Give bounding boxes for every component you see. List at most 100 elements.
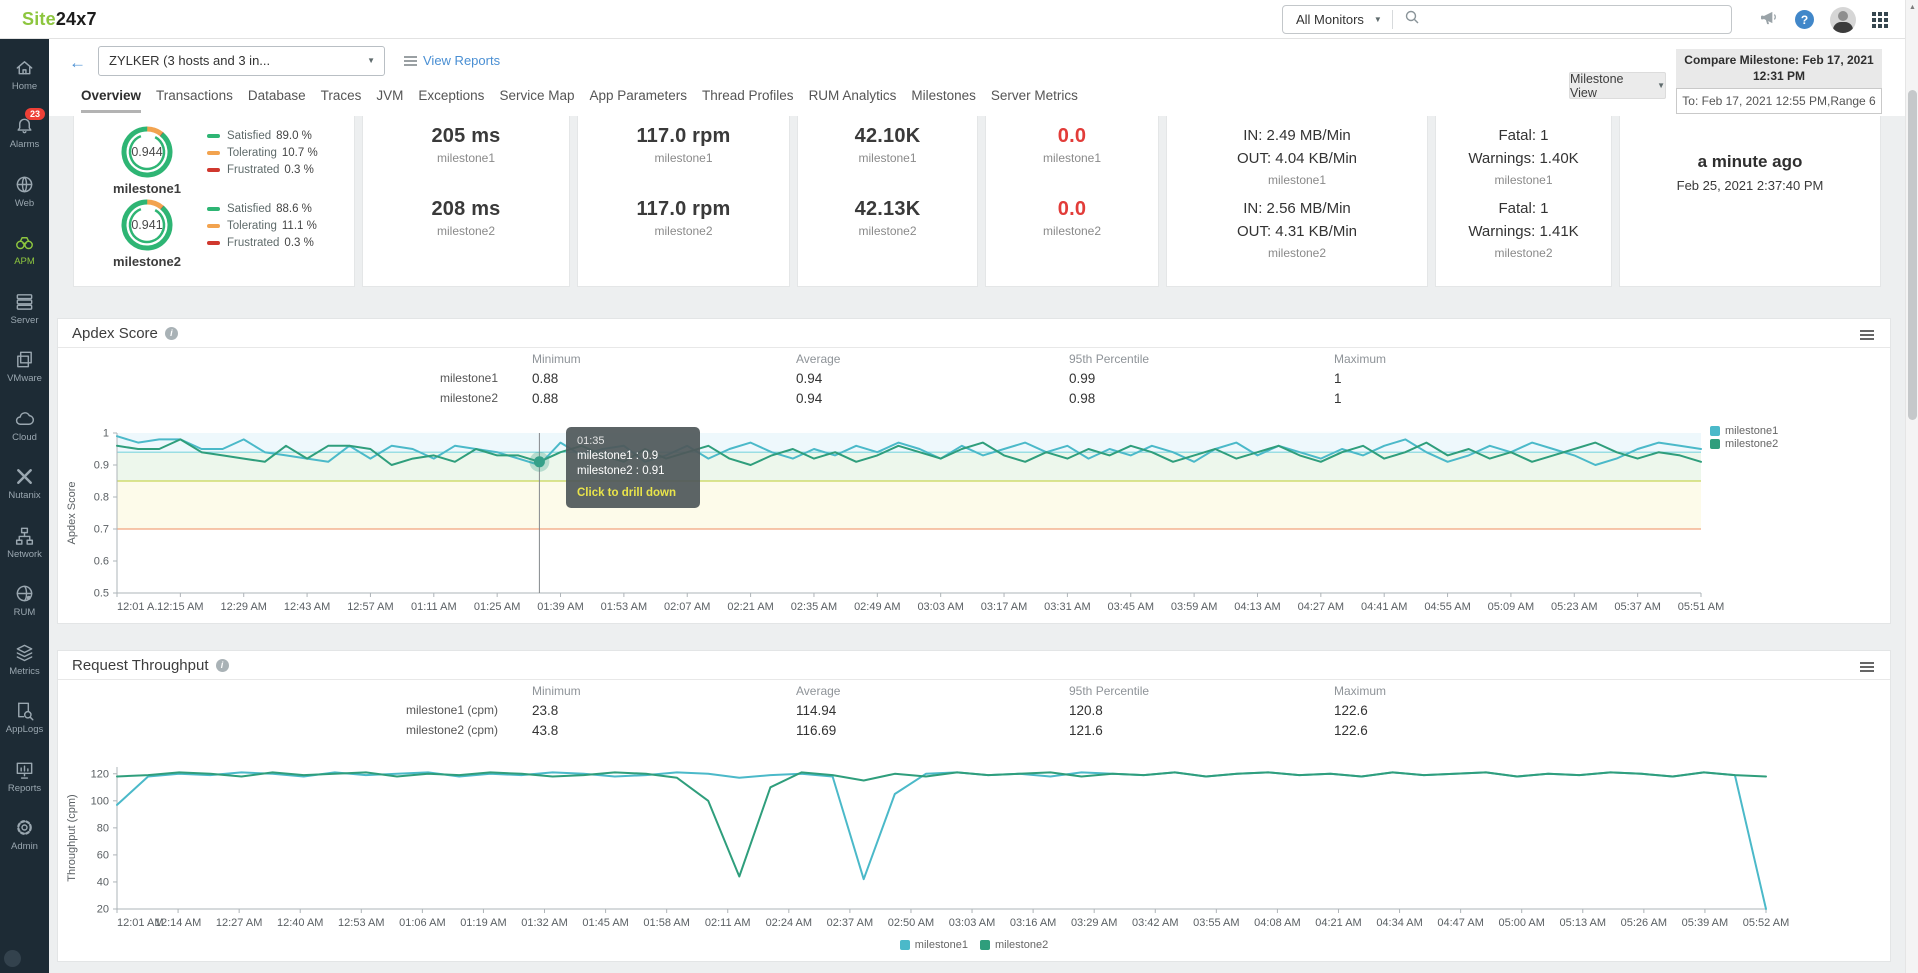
info-icon[interactable]: i bbox=[165, 327, 178, 340]
svg-text:0.944: 0.944 bbox=[131, 145, 162, 159]
svg-text:03:03 AM: 03:03 AM bbox=[917, 601, 963, 613]
legend-name: Satisfied bbox=[227, 130, 271, 142]
svg-text:03:16 AM: 03:16 AM bbox=[1010, 917, 1056, 929]
sidebar-item-label: Home bbox=[12, 81, 37, 92]
search-input[interactable] bbox=[1427, 12, 1731, 27]
metric-value: 117.0 rpm bbox=[636, 198, 730, 221]
metric-block: Fatal: 1Warnings: 1.41Kmilestone2 bbox=[1436, 198, 1611, 271]
stats-value: 122.6 bbox=[1334, 723, 1890, 738]
server-icon bbox=[14, 291, 35, 312]
announcements-icon[interactable] bbox=[1760, 9, 1779, 31]
tab-exceptions[interactable]: Exceptions bbox=[418, 88, 484, 113]
tooltip-series-line: milestone1 : 0.9 bbox=[577, 450, 689, 462]
stats-value: 0.88 bbox=[532, 371, 796, 386]
svg-text:120: 120 bbox=[91, 768, 109, 780]
legend-item-milestone2[interactable]: milestone2 bbox=[1710, 438, 1778, 450]
metric-card: 205 msmilestone1208 msmilestone2 bbox=[362, 116, 570, 287]
apdex-donut-gauge: 0.944 bbox=[120, 125, 174, 179]
tab-jvm[interactable]: JVM bbox=[376, 88, 403, 113]
metric-card: 0.0milestone10.0milestone2 bbox=[985, 116, 1159, 287]
sidebar-item-rum[interactable]: RUM bbox=[0, 572, 49, 631]
tab-app-parameters[interactable]: App Parameters bbox=[589, 88, 687, 113]
stats-value: 23.8 bbox=[532, 703, 796, 718]
sidebar-item-network[interactable]: Network bbox=[0, 513, 49, 572]
stats-value: 1 bbox=[1334, 371, 1890, 386]
sidebar-item-vmware[interactable]: VMware bbox=[0, 338, 49, 397]
svg-text:04:21 AM: 04:21 AM bbox=[1315, 917, 1361, 929]
stats-value: 120.8 bbox=[1069, 703, 1334, 718]
legend-name: Satisfied bbox=[227, 203, 271, 215]
scrollbar-thumb[interactable] bbox=[1908, 90, 1917, 420]
sidebar-item-apm[interactable]: APM bbox=[0, 221, 49, 280]
chevron-down-icon: ▼ bbox=[367, 47, 375, 75]
sidebar-item-nutanix[interactable]: Nutanix bbox=[0, 455, 49, 514]
svg-text:60: 60 bbox=[97, 849, 109, 861]
svg-text:20: 20 bbox=[97, 904, 109, 916]
sidebar-item-home[interactable]: Home bbox=[0, 45, 49, 104]
metric-line: Fatal: 1 bbox=[1498, 198, 1548, 221]
tooltip-drilldown-link[interactable]: Click to drill down bbox=[577, 487, 689, 499]
sidebar-item-label: Cloud bbox=[12, 432, 37, 443]
milestone-view-button[interactable]: Milestone View▼ bbox=[1569, 72, 1666, 99]
stats-row-label: milestone1 (cpm) bbox=[58, 703, 532, 718]
scroll-up-arrow-icon[interactable]: ▲ bbox=[1909, 4, 1916, 11]
sidebar-item-applogs[interactable]: AppLogs bbox=[0, 689, 49, 748]
sidebar-item-metrics[interactable]: Metrics bbox=[0, 630, 49, 689]
tab-thread-profiles[interactable]: Thread Profiles bbox=[702, 88, 794, 113]
metric-milestone-label: milestone1 bbox=[1268, 173, 1326, 187]
tab-server-metrics[interactable]: Server Metrics bbox=[991, 88, 1078, 113]
application-selector[interactable]: ZYLKER (3 hosts and 3 in... ▼ bbox=[98, 46, 385, 76]
sidebar-item-label: Web bbox=[15, 198, 34, 209]
svg-text:01:45 AM: 01:45 AM bbox=[582, 917, 628, 929]
sidebar-item-server[interactable]: Server bbox=[0, 279, 49, 338]
tab-milestones[interactable]: Milestones bbox=[911, 88, 976, 113]
gauge-legend-item: Tolerating11.1 % bbox=[207, 220, 317, 232]
user-avatar[interactable] bbox=[1830, 7, 1856, 33]
svg-text:40: 40 bbox=[97, 876, 109, 888]
compare-milestone-range[interactable]: To: Feb 17, 2021 12:55 PM,Range 6 bbox=[1676, 88, 1882, 114]
legend-dash-icon bbox=[207, 134, 220, 138]
apdex-stats-table: MinimumAverage95th PercentileMaximummile… bbox=[58, 352, 1890, 406]
chart-menu-icon[interactable] bbox=[1860, 660, 1874, 674]
tab-transactions[interactable]: Transactions bbox=[156, 88, 233, 113]
metric-value: 0.0 bbox=[1058, 125, 1086, 148]
tab-overview[interactable]: Overview bbox=[81, 88, 141, 113]
svg-text:03:42 AM: 03:42 AM bbox=[1132, 917, 1178, 929]
tab-rum-analytics[interactable]: RUM Analytics bbox=[809, 88, 897, 113]
metric-card: IN: 2.49 MB/MinOUT: 4.04 KB/Minmilestone… bbox=[1166, 116, 1428, 287]
monitor-filter-dropdown[interactable]: All Monitors bbox=[1283, 12, 1374, 27]
info-icon[interactable]: i bbox=[216, 659, 229, 672]
svg-text:01:58 AM: 01:58 AM bbox=[643, 917, 689, 929]
sidebar-item-admin[interactable]: Admin bbox=[0, 806, 49, 865]
legend-item-milestone1[interactable]: milestone1 bbox=[1710, 425, 1778, 437]
svg-text:12:57 AM: 12:57 AM bbox=[347, 601, 393, 613]
legend-item-milestone1[interactable]: milestone1 bbox=[900, 939, 968, 951]
site24x7-logo[interactable]: Site24x7 bbox=[22, 9, 97, 30]
cloud-icon bbox=[14, 408, 35, 429]
help-icon[interactable]: ? bbox=[1795, 10, 1814, 29]
svg-text:04:13 AM: 04:13 AM bbox=[1234, 601, 1280, 613]
chart-legend: milestone1 milestone2 bbox=[58, 939, 1890, 951]
tab-database[interactable]: Database bbox=[248, 88, 306, 113]
svg-text:0.7: 0.7 bbox=[94, 524, 109, 536]
apps-grid-icon[interactable] bbox=[1872, 12, 1888, 28]
hover-point[interactable] bbox=[534, 456, 545, 467]
sidebar-item-web[interactable]: Web bbox=[0, 162, 49, 221]
sidebar-item-cloud[interactable]: Cloud bbox=[0, 396, 49, 455]
series-milestone2 bbox=[117, 439, 1701, 465]
view-reports-link[interactable]: View Reports bbox=[404, 53, 500, 68]
svg-text:12:15 AM: 12:15 AM bbox=[157, 601, 203, 613]
legend-label: milestone1 bbox=[915, 939, 968, 951]
back-arrow-icon[interactable]: ← bbox=[69, 53, 86, 73]
metric-line: OUT: 4.04 KB/Min bbox=[1237, 148, 1357, 171]
metric-block: 117.0 rpmmilestone2 bbox=[578, 198, 789, 271]
feedback-bubble-icon[interactable] bbox=[4, 950, 21, 967]
legend-item-milestone2[interactable]: milestone2 bbox=[980, 939, 1048, 951]
sidebar-item-reports[interactable]: Reports bbox=[0, 747, 49, 806]
sidebar-item-alarms[interactable]: Alarms23 bbox=[0, 104, 49, 163]
page-scrollbar[interactable]: ▲ bbox=[1905, 0, 1918, 973]
chart-menu-icon[interactable] bbox=[1860, 328, 1874, 342]
tab-service-map[interactable]: Service Map bbox=[499, 88, 574, 113]
tab-traces[interactable]: Traces bbox=[321, 88, 362, 113]
stats-column-header: 95th Percentile bbox=[1069, 684, 1334, 698]
